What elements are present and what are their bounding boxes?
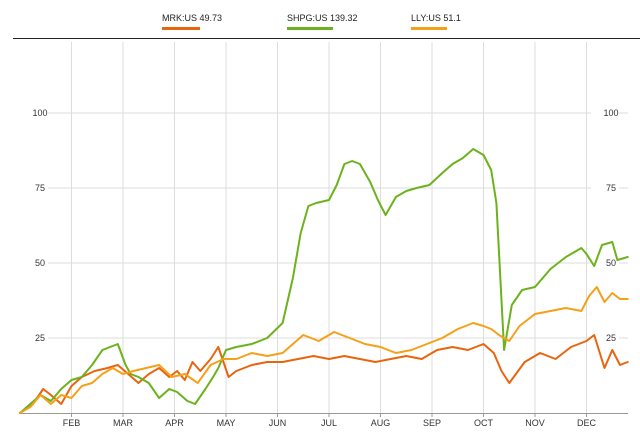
x-tick-label-oct: OCT bbox=[474, 418, 494, 428]
x-tick-label-apr: APR bbox=[165, 418, 184, 428]
legend-swatch-shpg bbox=[287, 27, 333, 30]
legend-divider bbox=[13, 38, 640, 39]
x-tick-label-mar: MAR bbox=[113, 418, 134, 428]
y-tick-label-right-50: 50 bbox=[606, 258, 616, 268]
y-tick-label-right-25: 25 bbox=[606, 333, 616, 343]
series-line-shpg bbox=[19, 148, 629, 414]
x-tick-label-may: MAY bbox=[217, 418, 236, 428]
y-tick-label-left-75: 75 bbox=[35, 183, 45, 193]
legend-label-shpg: SHPG:US 139.32 bbox=[287, 13, 358, 23]
legend-swatch-lly bbox=[411, 27, 447, 30]
series-line-mrk bbox=[19, 334, 629, 414]
series-line-lly bbox=[19, 286, 629, 414]
y-tick-label-right-100: 100 bbox=[603, 108, 618, 118]
x-tick-label-sep: SEP bbox=[423, 418, 441, 428]
y-tick-bg-left-75 bbox=[20, 181, 48, 194]
y-tick-label-left-25: 25 bbox=[35, 333, 45, 343]
y-tick-label-left-100: 100 bbox=[32, 108, 47, 118]
y-tick-label-left-50: 50 bbox=[35, 258, 45, 268]
y-tick-bg-right-100 bbox=[591, 106, 619, 119]
legend-item-lly[interactable]: LLY:US 51.1 bbox=[411, 13, 461, 35]
y-tick-label-right-75: 75 bbox=[606, 183, 616, 193]
y-tick-bg-left-25 bbox=[20, 331, 48, 344]
y-tick-bg-right-75 bbox=[591, 181, 619, 194]
y-tick-bg-right-25 bbox=[591, 331, 619, 344]
y-tick-bg-left-50 bbox=[20, 256, 48, 269]
x-tick-label-aug: AUG bbox=[371, 418, 391, 428]
legend-label-lly: LLY:US 51.1 bbox=[411, 13, 461, 23]
x-tick-label-nov: NOV bbox=[525, 418, 545, 428]
legend: MRK:US 49.73 SHPG:US 139.32 LLY:US 51.1 bbox=[0, 0, 640, 38]
x-tick-label-jun: JUN bbox=[269, 418, 287, 428]
y-tick-bg-right-50 bbox=[591, 256, 619, 269]
legend-item-mrk[interactable]: MRK:US 49.73 bbox=[162, 13, 222, 35]
x-tick-label-jul: JUL bbox=[321, 418, 337, 428]
legend-label-mrk: MRK:US 49.73 bbox=[162, 13, 223, 23]
legend-item-shpg[interactable]: SHPG:US 139.32 bbox=[287, 13, 358, 35]
x-tick-label-feb: FEB bbox=[63, 418, 81, 428]
legend-swatch-mrk bbox=[162, 27, 200, 30]
y-tick-bg-left-100 bbox=[20, 106, 48, 119]
x-tick-label-dec: DEC bbox=[577, 418, 597, 428]
